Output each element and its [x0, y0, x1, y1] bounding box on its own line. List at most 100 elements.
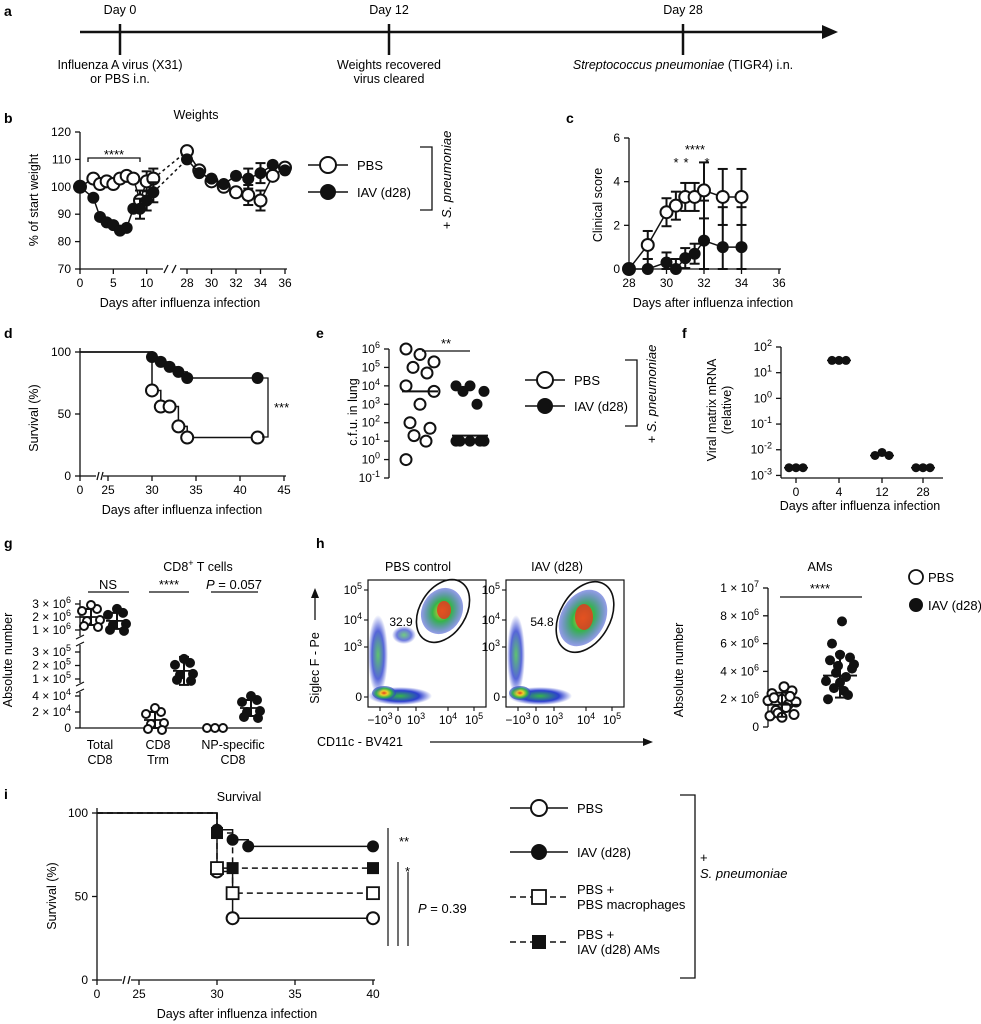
e-point-0-11 [419, 434, 433, 448]
am-point-0-12 [768, 692, 780, 704]
e-ytick-label-1: 105 [362, 358, 380, 374]
legend-i-iav-label: IAV (d28) [577, 845, 631, 860]
am-point-0-13 [784, 690, 796, 702]
panel-c-sig-b: * [683, 155, 688, 170]
flow-right-xtick-label-2: 103 [545, 711, 563, 727]
b-point-0-17 [253, 193, 268, 208]
i-point-0-2 [225, 911, 240, 926]
b-axis-break-1 [163, 264, 169, 274]
i-xtick-label-1: 25 [132, 987, 146, 1001]
flow-right-ytick-label-0: 105 [482, 581, 500, 597]
panel-label-e: e [316, 325, 324, 341]
g-point-1-0-0 [103, 609, 113, 620]
f-ytick-label-2: 100 [754, 389, 772, 405]
panel-h-legend: PBS IAV (d28) [908, 569, 981, 613]
d-point-1-3 [163, 360, 176, 373]
b-point-1-18 [266, 158, 279, 171]
i-xtick-label-4: 40 [366, 987, 380, 1001]
g-ytick-label-2-1-base: 2 × 10 [32, 705, 66, 719]
e-point-0-10 [407, 429, 421, 443]
f-xtick-label-1: 4 [836, 485, 843, 499]
am-point-0-4 [788, 708, 800, 720]
panel-b-sig: **** [104, 147, 124, 162]
panel-label-h: h [316, 535, 325, 551]
legend-i-am-marker [532, 935, 546, 949]
c-point-1-0 [623, 263, 635, 275]
flow-left-xtick-label-1-base: 0 [395, 713, 402, 727]
g-ytick-label-0-1-exp: 6 [66, 608, 71, 618]
flow-left-ytick-label-0-base: 10 [344, 583, 358, 597]
flow-yaxis-label: Siglec F - Pe [308, 632, 322, 704]
e-ytick-label-2-exp: 4 [375, 377, 380, 387]
i-axis-break-2 [127, 975, 131, 985]
am-ytick-label-1-base: 8 × 10 [720, 609, 754, 623]
legend-b-iav-label: IAV (d28) [357, 185, 411, 200]
panel-g-title-sup: + [188, 558, 193, 568]
b-axis-break-2 [171, 264, 177, 274]
f-point-0-0 [784, 463, 794, 473]
panel-i-axes: 0 50 100 0 25 30 35 40 [68, 806, 380, 1001]
i-point-3-2 [226, 862, 239, 875]
d-point-0-3 [162, 399, 177, 414]
legend-i-pbs-label: PBS [577, 801, 603, 816]
g-point-0-1-5 [143, 724, 153, 734]
panel-f-xlabel: Days after influenza infection [780, 499, 941, 513]
e-ytick-label-6-base: 10 [362, 453, 376, 467]
panel-i-series [97, 812, 380, 926]
panel-b-axes: 70 80 90 100 110 120 0 5 10 28 30 32 34 36 [51, 125, 292, 290]
timeline-day0-line1: Influenza A virus (X31) [57, 58, 182, 72]
panel-d-ylabel: Survival (%) [27, 384, 41, 451]
panel-g-cat3-b: CD8 [220, 753, 245, 767]
e-point-0-9 [423, 421, 437, 435]
timeline-day28-strain: (TIGR4) i.n. [724, 58, 793, 72]
b-point-1-16 [242, 172, 255, 185]
panel-b: b Weights % of start weight 708090100110… [4, 108, 454, 310]
c-point-0-7 [715, 189, 730, 204]
flow-right-title: IAV (d28) [531, 560, 583, 574]
f-xtick-label-3: 28 [916, 485, 930, 499]
panel-i-xlabel: Days after influenza infection [157, 1007, 318, 1021]
e-point-0-3 [406, 360, 420, 374]
f-ytick-label-3-exp: -1 [764, 415, 772, 425]
i-point-2-1 [210, 861, 224, 876]
flow-left-xtick-label-4-base: 10 [465, 713, 479, 727]
timeline-day12-line1: Weights recovered [337, 58, 441, 72]
d-point-0-1 [145, 383, 159, 398]
g-ytick-label-1-1: 2 × 105 [32, 657, 71, 673]
panel-b-legend: PBS IAV (d28) + S. pneumoniae [308, 131, 454, 229]
panel-g: g CD8+ T cells Absolute number 3 × 1062 … [1, 535, 265, 767]
flow-left-density [368, 587, 464, 705]
timeline-day12-line2: virus cleared [354, 72, 425, 86]
f-ytick-label-0-base: 10 [754, 340, 768, 354]
panel-g-sig-np: P = 0.057 [206, 577, 262, 592]
panel-d-sig: *** [274, 400, 289, 415]
am-point-1-12 [827, 638, 837, 649]
flow-xaxis-arrowhead [643, 738, 653, 746]
f-point-2-0 [870, 450, 880, 460]
i-point-3-1 [211, 827, 223, 840]
g-break-b-0 [75, 641, 85, 647]
c-xtick-label-2: 32 [697, 276, 711, 290]
b-point-1-19 [279, 164, 291, 177]
d-point-1-5 [181, 372, 194, 385]
flow-right-density [507, 589, 608, 705]
am-point-0-14 [778, 681, 790, 693]
g-ytick-label-1-0-exp: 5 [66, 643, 71, 653]
g-point-0-1-0 [141, 709, 151, 719]
e-ytick-label-3-base: 10 [362, 397, 376, 411]
flow-right-ytick-label-0-exp: 5 [495, 581, 500, 591]
d-point-1-4 [172, 365, 185, 378]
e-ytick-label-3-exp: 3 [375, 395, 380, 405]
flow-left-xtick-label-4: 105 [465, 711, 483, 727]
flow-right-cluster-am-core [575, 604, 593, 630]
flow-right-xtick-label-4-base: 10 [603, 713, 617, 727]
panel-d-xlabel: Days after influenza infection [102, 503, 263, 517]
am-ytick-label-5-base: 0 [752, 720, 759, 734]
panel-f-ylabel-1: Viral matrix mRNA [705, 358, 719, 461]
d-point-0-6 [250, 430, 265, 445]
e-point-0-0 [399, 342, 413, 356]
g-point-0-2-2 [218, 723, 228, 733]
am-series [762, 616, 859, 723]
b-xtick-label-r-1: 30 [205, 276, 219, 290]
flow-left-xtick-label-2-exp: 3 [420, 711, 425, 721]
